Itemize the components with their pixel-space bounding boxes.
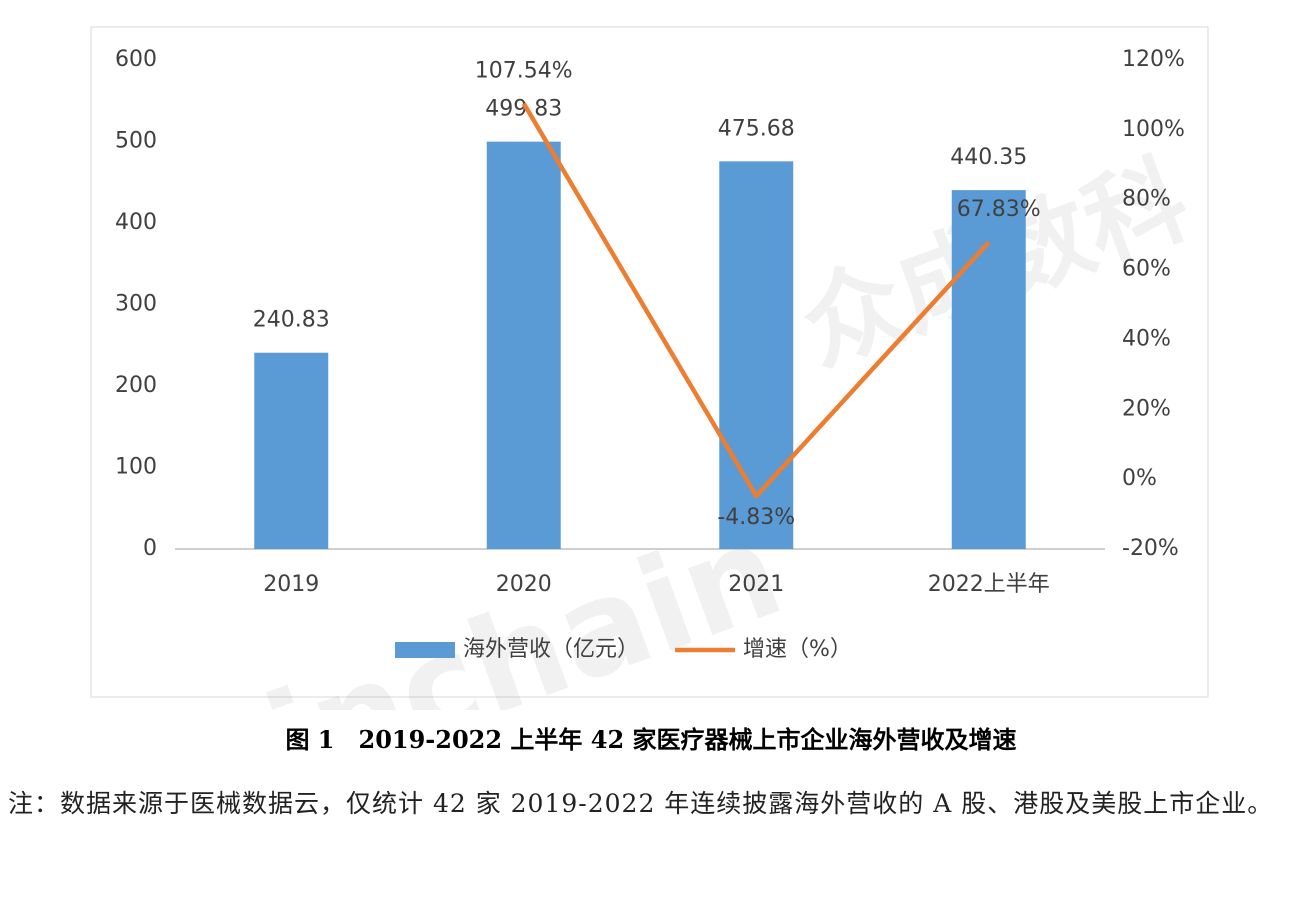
y-tick-label: 300: [115, 292, 157, 317]
bar: [486, 141, 561, 549]
legend-label: 增速（%）: [743, 637, 852, 662]
y2-tick-label: -20%: [1122, 536, 1179, 561]
bar-value-label: 440.35: [950, 145, 1027, 170]
y-tick-label: 200: [115, 373, 157, 398]
caption: 图 1 2019-2022 上半年 42 家医疗器械上市企业海外营收及增速: [285, 725, 1017, 754]
bar-value-label: 499.83: [485, 97, 562, 122]
y-tick-label: 400: [115, 210, 157, 235]
legend-label: 海外营收（亿元）: [463, 637, 639, 662]
watermark: Joinchain: [111, 493, 799, 710]
y2-tick-label: 20%: [1122, 396, 1171, 421]
bar-value-label: 240.83: [253, 308, 330, 333]
bar: [254, 352, 329, 549]
y2-tick-label: 120%: [1122, 47, 1185, 72]
x-tick-label: 2020: [496, 572, 552, 597]
y2-tick-label: 100%: [1122, 117, 1185, 142]
y-tick-label: 0: [143, 536, 157, 561]
bar: [951, 190, 1026, 549]
x-tick-label: 2019: [263, 572, 319, 597]
chart: Joinchain 众成数科 0100200300400500600-20%0%…: [90, 26, 1209, 710]
x-tick-label: 2021: [728, 572, 784, 597]
bar: [719, 161, 794, 549]
y-tick-label: 600: [115, 47, 157, 72]
y2-tick-label: 40%: [1122, 326, 1171, 351]
note: 注：数据来源于医械数据云，仅统计 42 家 2019-2022 年连续披露海外营…: [8, 789, 1274, 818]
bar-value-label: 475.68: [718, 116, 795, 141]
x-tick-label: 2022上半年: [928, 572, 1050, 597]
line-value-label: 107.54%: [475, 59, 573, 84]
y-tick-label: 500: [115, 129, 157, 154]
y-tick-label: 100: [115, 455, 157, 480]
y2-tick-label: 0%: [1122, 466, 1157, 491]
line-value-label: -4.83%: [717, 505, 795, 530]
y2-tick-label: 80%: [1122, 187, 1171, 212]
line: [521, 102, 991, 499]
chart-border: [90, 26, 1209, 698]
legend-swatch: [395, 642, 455, 658]
y2-tick-label: 60%: [1122, 257, 1171, 282]
line-value-label: 67.83%: [957, 197, 1041, 222]
